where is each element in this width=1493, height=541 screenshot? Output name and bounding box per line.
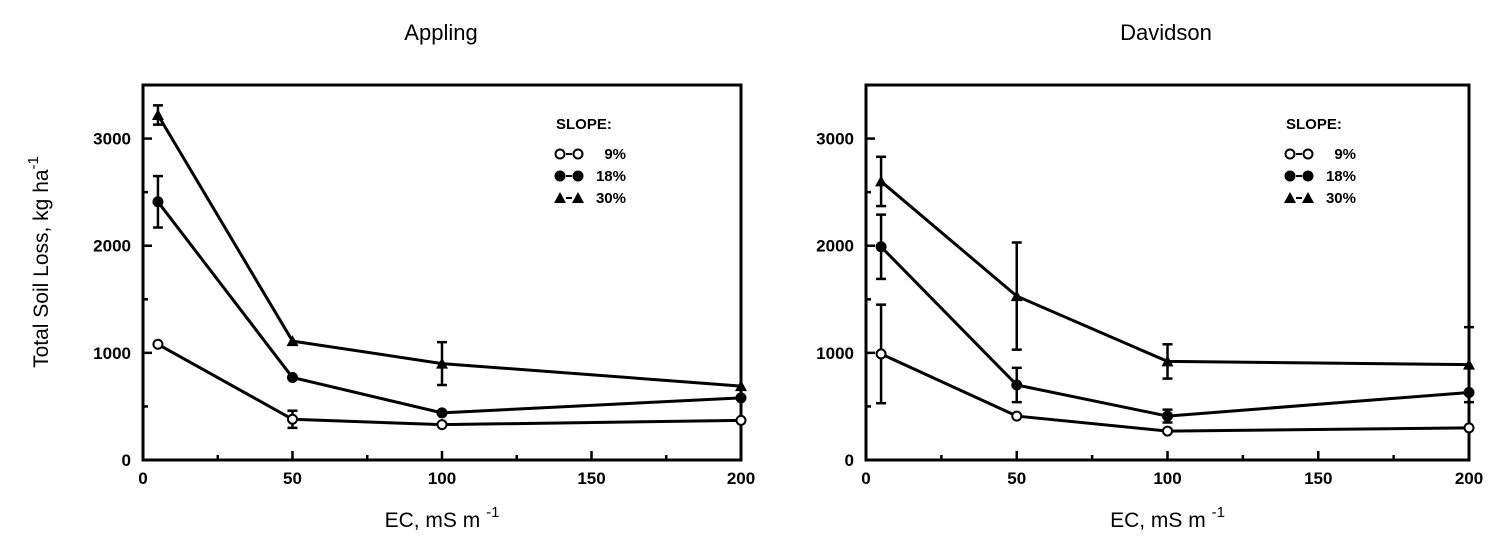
y-tick-label: 3000 xyxy=(816,130,854,149)
data-point xyxy=(436,407,448,419)
data-point xyxy=(287,372,298,383)
plot-frame xyxy=(864,83,1471,462)
x-tick-label: 200 xyxy=(727,469,755,488)
data-point xyxy=(875,175,888,187)
series-line-9pct xyxy=(880,352,1470,433)
series-line-30pct xyxy=(156,114,742,388)
data-point xyxy=(735,414,747,426)
data-point xyxy=(1011,379,1023,391)
y-tick-label: 3000 xyxy=(93,130,131,149)
legend-label: 9% xyxy=(604,146,626,163)
data-point xyxy=(286,335,299,347)
legend-label: 9% xyxy=(1334,146,1356,163)
legend-label: 30% xyxy=(1326,190,1356,207)
y-tick-label: 1000 xyxy=(816,344,854,363)
data-point xyxy=(1463,422,1475,434)
legend-marker xyxy=(1302,148,1314,160)
data-point xyxy=(1161,355,1174,367)
x-tick-label: 200 xyxy=(1455,469,1483,488)
x-tick-label: 100 xyxy=(1153,469,1181,488)
x-axis-title-sup: -1 xyxy=(1212,504,1225,521)
x-tick-label: 50 xyxy=(283,469,302,488)
data-point xyxy=(1010,290,1023,302)
y-axis-title-sup: -1 xyxy=(25,156,42,169)
legend-marker xyxy=(1284,192,1296,203)
data-point xyxy=(151,109,164,120)
data-point xyxy=(875,241,887,253)
legend-marker xyxy=(1284,148,1296,160)
y-tick-label: 0 xyxy=(122,451,131,470)
x-tick-label: 0 xyxy=(861,469,870,488)
x-axis-title-main: EC, mS m xyxy=(1110,509,1212,532)
x-tick-label: 50 xyxy=(1007,469,1026,488)
data-point xyxy=(875,348,887,360)
data-point xyxy=(287,413,298,425)
data-point xyxy=(1463,358,1475,370)
data-point xyxy=(735,380,747,392)
data-point xyxy=(1162,410,1173,422)
data-point xyxy=(436,419,448,431)
x-tick-label: 150 xyxy=(577,469,605,488)
legend-marker xyxy=(572,192,584,203)
data-point xyxy=(436,357,448,369)
data-point xyxy=(735,392,747,404)
x-tick-label: 150 xyxy=(1304,469,1332,488)
legend-marker xyxy=(572,148,584,160)
x-tick-label: 100 xyxy=(428,469,456,488)
x-axis-title-main: EC, mS m xyxy=(385,509,487,532)
legend-label: 18% xyxy=(596,168,626,185)
data-point xyxy=(1162,425,1173,437)
chart-title: Davidson xyxy=(1120,20,1212,45)
legend-title: SLOPE: xyxy=(1286,116,1342,133)
legend-marker xyxy=(1302,192,1314,203)
legend-marker xyxy=(554,148,566,160)
series-line-9pct xyxy=(157,342,742,427)
series-line-18pct xyxy=(880,245,1470,418)
series-line-30pct xyxy=(880,180,1470,367)
y-tick-label: 0 xyxy=(845,451,854,470)
y-tick-label: 2000 xyxy=(93,237,131,256)
legend-label: 18% xyxy=(1326,168,1356,185)
legend-title: SLOPE: xyxy=(556,116,612,133)
legend-marker xyxy=(554,170,566,182)
legend-marker xyxy=(1302,170,1314,182)
chart-title: Appling xyxy=(404,20,477,45)
legend-marker xyxy=(554,192,566,203)
legend-marker xyxy=(1284,170,1296,182)
y-axis-title: Total Soil Loss, kg ha-1 xyxy=(25,156,53,368)
y-axis-title-main: Total Soil Loss, kg ha xyxy=(30,169,53,368)
x-tick-label: 0 xyxy=(138,469,147,488)
series-line-18pct xyxy=(156,200,742,415)
x-axis-title: EC, mS m -1 xyxy=(1110,504,1225,532)
y-tick-label: 1000 xyxy=(93,344,131,363)
legend-label: 30% xyxy=(596,190,626,207)
legend-marker xyxy=(572,170,584,182)
data-point xyxy=(152,338,164,350)
x-axis-title-sup: -1 xyxy=(486,504,499,521)
y-tick-label: 2000 xyxy=(816,237,854,256)
x-axis-title: EC, mS m -1 xyxy=(385,504,500,532)
data-point xyxy=(1011,410,1023,422)
data-point xyxy=(152,196,164,208)
